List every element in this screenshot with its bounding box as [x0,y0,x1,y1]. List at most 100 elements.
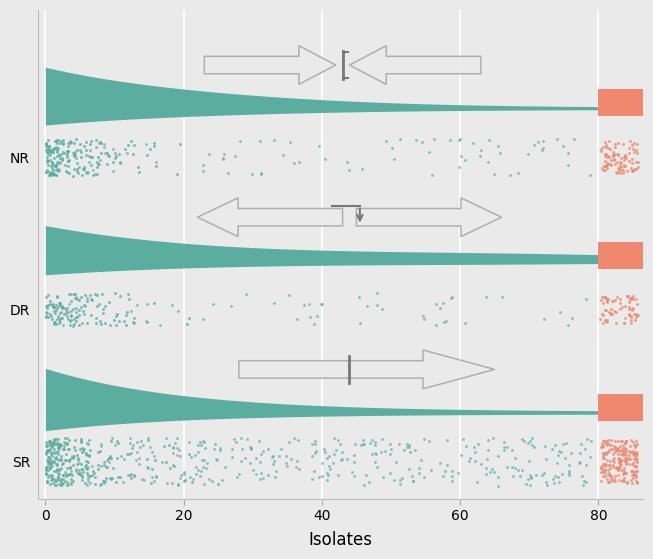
Point [360,470,371,479]
Point [515,471,525,480]
Point [41,476,52,485]
Point [48,438,58,447]
Point [52,159,62,168]
Point [481,470,492,479]
Point [614,158,625,167]
Point [602,294,613,303]
Point [618,467,629,476]
Point [624,304,634,313]
Point [309,466,319,475]
Point [600,137,611,146]
Point [126,306,136,315]
Point [349,451,359,459]
Point [212,455,222,464]
Point [142,151,153,160]
Point [43,438,54,447]
Point [596,477,607,486]
Point [409,446,420,454]
Point [184,437,195,446]
Point [69,443,80,452]
Point [42,141,52,150]
Point [102,462,112,471]
Point [57,471,68,480]
Point [618,470,628,479]
Point [82,480,92,489]
Point [507,472,518,481]
Point [618,447,628,456]
Point [614,295,625,304]
Point [577,481,588,490]
Point [96,149,106,158]
Point [495,148,505,157]
Point [614,454,624,463]
Point [554,477,564,486]
Point [628,165,639,174]
Point [63,147,73,156]
Point [609,143,620,152]
Point [129,140,140,149]
Point [620,437,631,446]
Point [626,479,637,487]
Point [139,476,150,485]
Point [52,144,62,153]
Point [110,153,121,162]
Point [108,167,119,176]
Point [385,468,396,477]
Point [336,456,346,465]
Point [538,144,549,153]
Point [71,312,82,321]
Point [146,478,156,487]
Point [492,141,503,150]
Point [45,455,56,464]
Point [80,291,90,300]
Point [46,148,57,157]
Point [71,135,81,144]
Point [54,151,64,160]
Point [395,476,406,485]
Point [40,313,51,322]
Point [127,318,138,327]
Point [42,440,52,449]
Point [47,442,57,451]
Point [185,473,196,482]
Point [46,311,56,320]
Point [74,296,84,305]
Point [629,164,640,173]
Point [488,434,498,443]
Point [82,318,92,327]
Point [49,445,59,454]
Point [620,446,630,454]
Point [46,449,57,458]
Point [40,466,51,475]
Point [114,158,125,167]
Point [574,458,584,467]
Point [447,471,458,480]
Point [46,473,57,482]
Point [618,451,628,459]
Point [49,319,59,328]
Point [45,170,56,179]
Point [631,462,641,471]
Point [85,446,95,454]
Point [99,479,109,487]
Point [74,305,85,314]
Point [50,136,61,145]
Point [65,463,75,472]
Point [496,292,507,301]
Point [533,138,543,147]
Point [93,160,104,169]
Point [614,169,625,178]
Point [629,449,639,458]
Point [322,468,332,477]
Point [44,458,55,467]
Point [632,157,643,166]
Point [62,463,72,472]
Point [72,459,82,468]
Point [513,466,523,475]
Point [453,163,464,172]
Point [123,471,133,480]
Point [116,452,127,461]
Point [105,321,116,330]
Point [46,146,56,155]
Point [599,472,610,481]
